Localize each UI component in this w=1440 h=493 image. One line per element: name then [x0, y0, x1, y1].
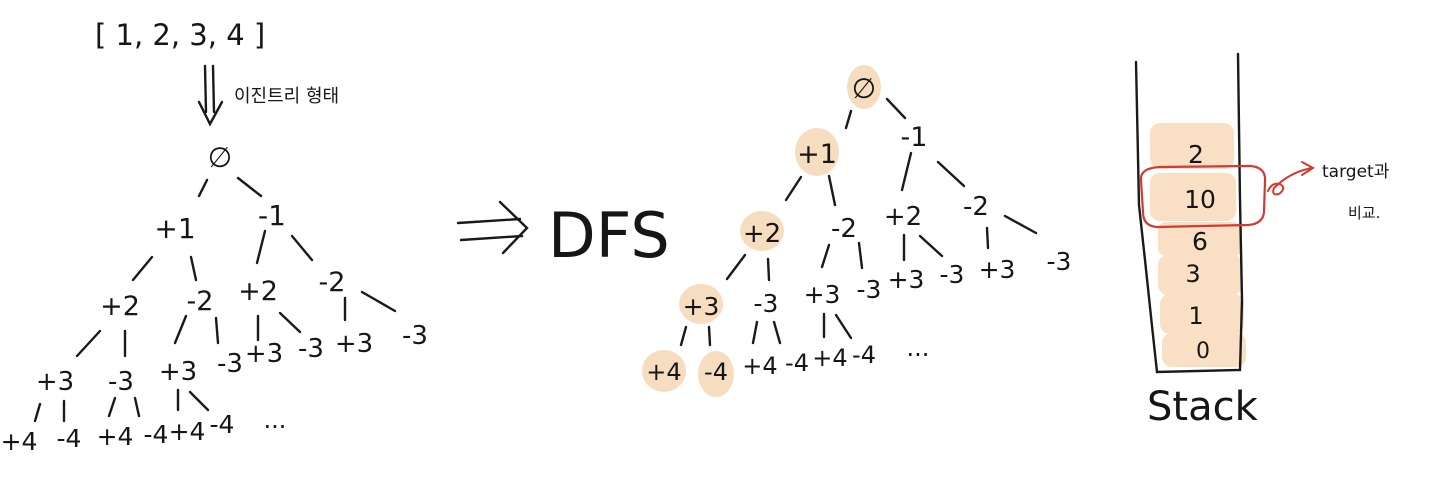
tree-node: -3 — [1047, 247, 1072, 276]
highlight — [847, 65, 881, 109]
tree-node: +3 — [335, 329, 373, 359]
stack-cell — [1158, 222, 1242, 256]
tree-node: +4 — [742, 352, 777, 380]
tree-node: -2 — [963, 192, 989, 222]
tree-node: -4 — [144, 420, 169, 449]
tree-node-root: ∅ — [208, 141, 232, 174]
highlight — [795, 128, 839, 176]
tree-node: -4 — [57, 424, 82, 453]
tree-node: +2 — [743, 219, 781, 249]
tree-node: +4 — [1, 427, 38, 456]
stack-cell — [1160, 294, 1244, 334]
tree-node-root: ∅ — [852, 72, 876, 105]
tree-node: +4 — [169, 417, 206, 446]
ellipsis: ... — [907, 334, 930, 362]
stack-value: 6 — [1192, 227, 1208, 256]
stack-cell — [1150, 123, 1234, 169]
tree-node: -4 — [704, 358, 728, 386]
compare-note-line1: target과 — [1322, 162, 1390, 182]
tree-node: +4 — [812, 344, 847, 372]
tree-node: -3 — [940, 260, 965, 289]
tree-node: +3 — [36, 367, 74, 397]
stack-value: 10 — [1184, 185, 1216, 214]
highlight — [679, 284, 723, 324]
compare-highlight — [1139, 164, 1267, 229]
tree-node: +4 — [97, 422, 134, 451]
tree-node: +3 — [979, 255, 1016, 284]
dfs-tree: ∅ +1 -1 +2 -2 +2 -2 +3 -3 +3 -3 +3 -3 +3… — [646, 72, 1071, 386]
tree-node: -2 — [319, 267, 346, 298]
tree-node: +4 — [646, 358, 681, 386]
dfs-tree-edges — [679, 97, 1038, 347]
stack-value: 0 — [1196, 339, 1210, 364]
tree-node: -3 — [857, 275, 882, 304]
ellipsis: ... — [264, 406, 287, 434]
compare-arrow-icon — [1267, 161, 1315, 196]
tree-node: -3 — [298, 334, 324, 364]
tree-node: +3 — [804, 280, 841, 309]
tree-node: -4 — [785, 349, 809, 377]
compare-note-line2: 비교. — [1348, 204, 1380, 222]
tree-node: +3 — [683, 292, 720, 321]
tree-node: +2 — [238, 276, 278, 307]
tree-node: -4 — [852, 341, 876, 369]
highlight — [642, 350, 686, 392]
tree-node: -1 — [901, 122, 928, 153]
tree-node: -1 — [258, 199, 286, 232]
input-array: [ 1, 2, 3, 4 ] — [95, 18, 265, 52]
full-binary-tree: ∅ +1 -1 +2 -2 +2 -2 +3 -3 +3 -3 +3 -3 +3… — [1, 141, 428, 456]
stack-label: Stack — [1147, 384, 1259, 430]
stack: 2 10 6 3 1 0 target과 비교. Stack — [1134, 52, 1390, 430]
tree-node: +2 — [884, 202, 922, 232]
tree-node: +3 — [888, 265, 925, 294]
down-arrow-icon — [197, 64, 224, 127]
tree-node: +3 — [159, 357, 197, 387]
stack-value: 3 — [1185, 260, 1200, 288]
stack-cell — [1158, 255, 1242, 295]
tree-node: -2 — [187, 286, 214, 317]
stack-value: 1 — [1188, 302, 1203, 330]
tree-node: -4 — [210, 410, 235, 439]
tree-node: +1 — [154, 212, 195, 245]
tree-node: +1 — [797, 139, 837, 170]
stack-cell — [1162, 333, 1246, 367]
stack-value: 2 — [1188, 140, 1204, 169]
dfs-label: DFS — [548, 199, 670, 272]
full-tree-edges — [33, 176, 397, 423]
tree-node: -3 — [108, 367, 134, 397]
highlight — [698, 351, 734, 397]
tree-node: +2 — [100, 291, 140, 322]
tree-node: -2 — [831, 214, 857, 244]
dfs-path-highlights — [642, 65, 881, 397]
implies-arrow-icon — [456, 200, 529, 255]
tree-node: +3 — [245, 339, 283, 369]
stack-container-outline — [1134, 52, 1244, 374]
transform-label: 이진트리 형태 — [234, 86, 339, 107]
tree-node: -3 — [402, 321, 428, 351]
highlight — [740, 211, 784, 251]
tree-node: -3 — [754, 289, 779, 318]
tree-node: -3 — [217, 349, 243, 379]
stack-cell — [1150, 173, 1236, 221]
